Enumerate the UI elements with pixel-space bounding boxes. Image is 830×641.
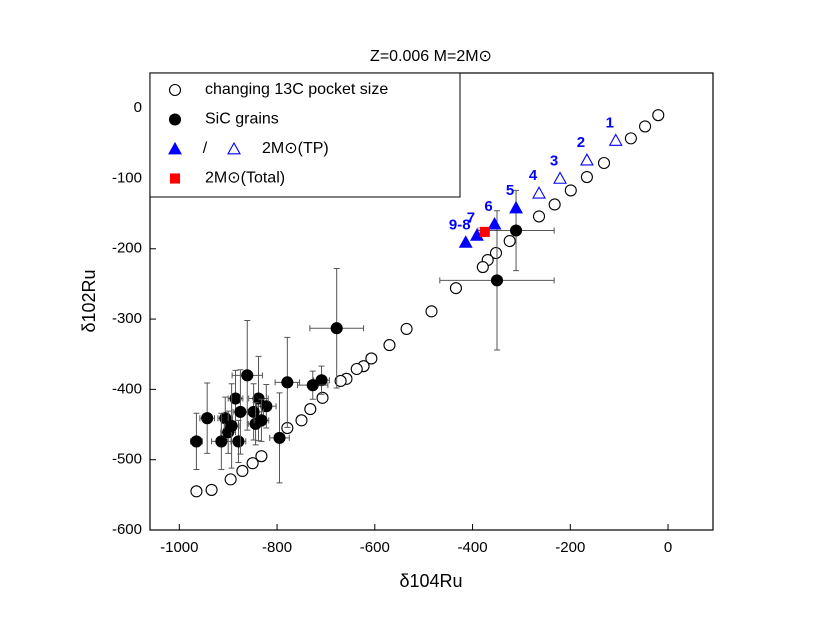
legend-label: changing 13C pocket size	[205, 81, 388, 98]
point	[624, 132, 637, 145]
point	[350, 362, 363, 376]
point	[232, 435, 245, 448]
point	[564, 184, 577, 197]
y-tick-label: -300	[112, 310, 142, 327]
point	[509, 224, 523, 237]
point	[479, 226, 490, 237]
y-tick-label: 0	[134, 99, 142, 116]
x-tick-label: -1000	[160, 539, 198, 556]
point	[489, 246, 503, 260]
point	[215, 435, 228, 448]
point	[330, 322, 343, 335]
point	[365, 352, 378, 365]
point	[306, 379, 319, 392]
point	[281, 376, 294, 389]
legend-marker	[168, 83, 182, 97]
point	[608, 133, 623, 146]
point-label: 5	[506, 182, 514, 199]
x-tick-label: -400	[458, 539, 488, 556]
point	[579, 153, 594, 166]
legend-box	[149, 72, 461, 198]
x-tick-label: -600	[360, 539, 390, 556]
y-axis-label: δ102Ru	[79, 269, 99, 332]
point	[229, 392, 242, 405]
point	[532, 186, 546, 199]
point	[334, 374, 347, 387]
y-tick-label: -500	[112, 451, 142, 468]
point	[652, 109, 665, 122]
point	[190, 485, 203, 498]
point	[580, 171, 593, 184]
point	[295, 414, 308, 427]
point	[304, 403, 317, 416]
point	[236, 464, 249, 477]
point	[503, 234, 516, 248]
legend-marker	[168, 113, 182, 126]
point	[476, 260, 489, 274]
legend-marker	[227, 141, 241, 155]
point	[225, 419, 238, 432]
point-label: 1	[606, 114, 614, 131]
point	[247, 405, 260, 418]
point	[234, 405, 247, 418]
point	[449, 282, 462, 295]
point	[201, 412, 214, 425]
point	[490, 274, 504, 287]
point	[205, 483, 218, 496]
point	[190, 435, 203, 448]
x-tick-label: 0	[664, 539, 672, 556]
point	[639, 120, 652, 133]
x-tick-label: -800	[262, 539, 292, 556]
point	[273, 431, 286, 444]
point-label: 3	[550, 152, 558, 169]
point	[224, 473, 237, 486]
point	[487, 217, 502, 230]
x-tick-label: -200	[555, 539, 585, 556]
point-label: 6	[484, 198, 492, 215]
point-label: 4	[529, 167, 538, 184]
legend-label: 2M⊙(TP)	[262, 140, 329, 157]
y-tick-label: -400	[112, 380, 142, 397]
y-tick-label: -600	[112, 521, 142, 538]
legend-separator: /	[203, 140, 208, 157]
point	[509, 200, 523, 214]
point	[241, 369, 254, 382]
point-label: 9-8	[449, 216, 471, 233]
point	[532, 210, 546, 223]
point	[458, 235, 473, 248]
x-axis-label: δ104Ru	[399, 571, 462, 591]
y-tick-label: -200	[112, 240, 142, 257]
point	[553, 171, 567, 184]
point-label: 2	[577, 134, 585, 151]
chart-title: Z=0.006 M=2M⊙	[370, 48, 492, 65]
point	[400, 322, 413, 335]
point	[425, 305, 438, 318]
point	[255, 450, 268, 463]
point	[255, 414, 268, 427]
y-tick-label: -100	[112, 169, 142, 186]
point	[383, 339, 396, 352]
legend-marker	[168, 141, 182, 155]
point	[597, 156, 611, 170]
point	[548, 198, 561, 211]
point	[316, 391, 329, 404]
legend-label: SiC grains	[205, 111, 279, 128]
point	[246, 457, 259, 470]
point-label: 7	[467, 209, 475, 226]
legend-marker	[169, 173, 181, 184]
legend-label: 2M⊙(Total)	[205, 170, 285, 187]
